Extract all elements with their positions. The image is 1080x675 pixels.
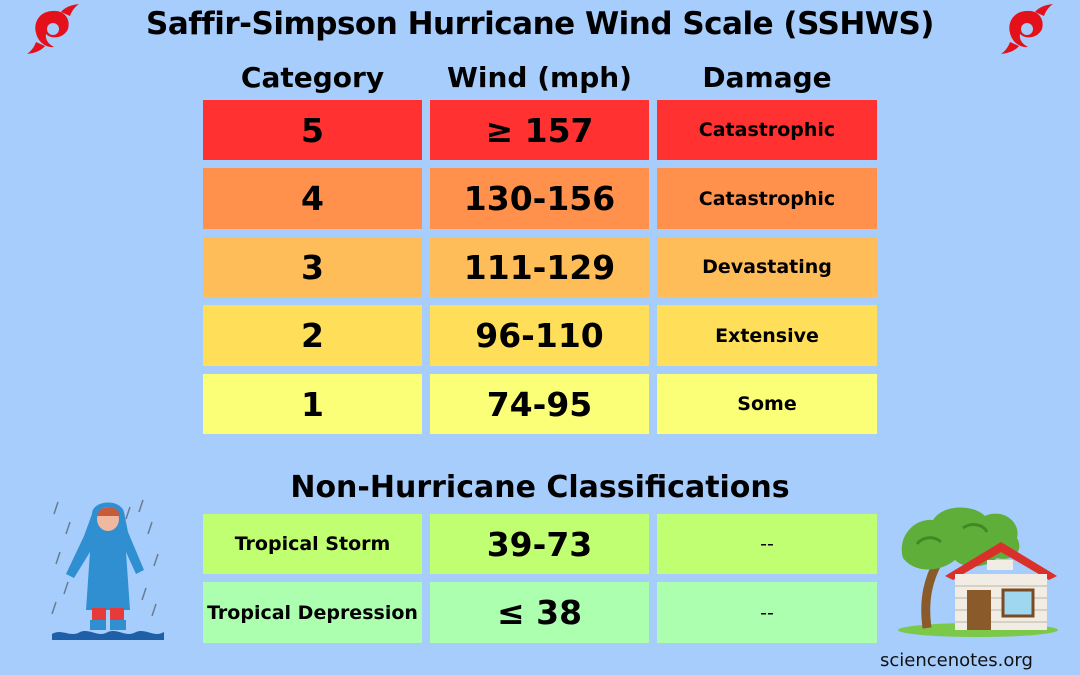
section-title: Non-Hurricane Classifications [290, 470, 790, 505]
category-cell: 1 [203, 374, 422, 434]
classification-cell: Tropical Depression [203, 582, 422, 643]
hurricane-icon [1001, 4, 1053, 54]
wind-cell: 111-129 [430, 237, 649, 297]
column-header-category: Category [240, 61, 385, 94]
hurricane-icon [27, 4, 79, 54]
wind-cell: 39-73 [430, 514, 649, 574]
damage-cell: -- [657, 514, 877, 574]
wind-cell: 130-156 [430, 168, 649, 229]
category-cell: 3 [203, 237, 422, 297]
wind-cell: 96-110 [430, 305, 649, 366]
page-title: Saffir-Simpson Hurricane Wind Scale (SSH… [146, 6, 934, 42]
category-cell: 4 [203, 168, 422, 229]
column-header-wind: Wind (mph) [447, 61, 632, 94]
damage-cell: -- [657, 582, 877, 643]
column-header-damage: Damage [702, 61, 832, 94]
wind-cell: ≥ 157 [430, 100, 649, 160]
damage-cell: Devastating [657, 237, 877, 297]
damage-cell: Catastrophic [657, 100, 877, 160]
wind-cell: ≤ 38 [430, 582, 649, 643]
damage-cell: Some [657, 374, 877, 434]
category-cell: 2 [203, 305, 422, 366]
person-in-rain-illustration [51, 499, 164, 640]
classification-cell: Tropical Storm [203, 514, 422, 574]
category-cell: 5 [203, 100, 422, 160]
damage-cell: Extensive [657, 305, 877, 366]
source-credit: sciencenotes.org [880, 650, 1033, 671]
wind-cell: 74-95 [430, 374, 649, 434]
damage-cell: Catastrophic [657, 168, 877, 229]
house-and-tree-illustration [898, 507, 1058, 637]
